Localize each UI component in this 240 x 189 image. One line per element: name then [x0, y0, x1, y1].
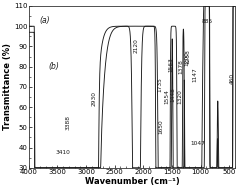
- Text: 1448: 1448: [170, 87, 175, 102]
- Text: 1253: 1253: [186, 49, 191, 64]
- Text: 3410: 3410: [56, 150, 71, 155]
- Text: 1047: 1047: [191, 140, 205, 146]
- Text: 1378: 1378: [179, 59, 184, 74]
- Text: 460: 460: [229, 73, 234, 84]
- Text: 885: 885: [201, 19, 213, 24]
- Text: 1735: 1735: [157, 77, 162, 92]
- Text: (a): (a): [39, 16, 50, 25]
- Text: 2120: 2120: [134, 39, 138, 53]
- Text: 2930: 2930: [91, 91, 96, 106]
- Text: 1147: 1147: [192, 67, 197, 82]
- Text: 1554: 1554: [164, 89, 169, 104]
- Text: 1200: 1200: [184, 51, 189, 66]
- X-axis label: Wavenumber (cm⁻¹): Wavenumber (cm⁻¹): [84, 177, 179, 186]
- Text: 1563: 1563: [168, 57, 173, 72]
- Text: 3388: 3388: [65, 115, 70, 130]
- Y-axis label: Transmittance (%): Transmittance (%): [3, 43, 12, 130]
- Text: 1650: 1650: [158, 120, 163, 134]
- Text: (b): (b): [49, 62, 60, 71]
- Text: 1320: 1320: [178, 89, 183, 104]
